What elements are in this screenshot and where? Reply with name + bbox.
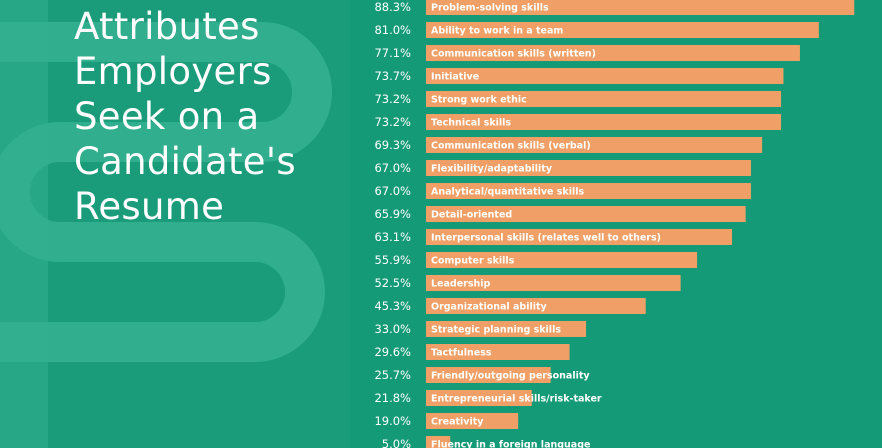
title-line: Resume — [74, 185, 225, 228]
value-label: 88.3% — [374, 0, 411, 14]
category-label: Flexibility/adaptability — [431, 164, 553, 175]
value-label: 21.8% — [374, 391, 411, 405]
category-label: Computer skills — [431, 256, 515, 267]
bar — [426, 68, 784, 84]
bar — [426, 0, 855, 15]
title-line: Candidate's — [74, 140, 296, 183]
category-label: Ability to work in a team — [431, 26, 563, 37]
category-label: Tactfulness — [431, 348, 492, 359]
category-label: Interpersonal skills (relates well to ot… — [431, 233, 661, 244]
bar — [426, 413, 519, 429]
bar — [426, 390, 532, 406]
value-label: 29.6% — [374, 345, 411, 359]
value-label: 67.0% — [374, 161, 411, 175]
bar — [426, 160, 751, 176]
bar — [426, 114, 782, 130]
title-line: Employers — [74, 50, 272, 93]
category-label: Initiative — [431, 72, 479, 83]
bar — [426, 137, 763, 153]
category-label: Creativity — [431, 417, 484, 428]
bar — [426, 436, 451, 448]
bar — [426, 252, 698, 268]
category-label: Detail-oriented — [431, 210, 512, 221]
category-label: Leadership — [431, 279, 491, 290]
value-label: 73.7% — [374, 69, 411, 83]
value-label: 52.5% — [374, 276, 411, 290]
value-label: 25.7% — [374, 368, 411, 382]
category-label: Communication skills (verbal) — [431, 141, 591, 152]
category-label: Communication skills (written) — [431, 49, 596, 60]
bar — [426, 275, 681, 291]
title-line: Attributes — [74, 5, 260, 48]
bar — [426, 91, 782, 107]
bar — [426, 298, 646, 314]
category-label: Friendly/outgoing personality — [431, 371, 590, 382]
category-label: Technical skills — [431, 118, 511, 129]
bar — [426, 22, 819, 38]
bar — [426, 229, 733, 245]
value-label: 81.0% — [374, 23, 411, 37]
category-label: Analytical/quantitative skills — [431, 187, 585, 198]
bar — [426, 183, 751, 199]
value-label: 67.0% — [374, 184, 411, 198]
category-label: Strategic planning skills — [431, 325, 561, 336]
value-label: 33.0% — [374, 322, 411, 336]
category-label: Strong work ethic — [431, 95, 527, 106]
bar — [426, 45, 800, 61]
value-label: 63.1% — [374, 230, 411, 244]
value-label: 69.3% — [374, 138, 411, 152]
value-label: 45.3% — [374, 299, 411, 313]
category-label: Entrepreneurial skills/risk-taker — [431, 394, 602, 405]
bar — [426, 206, 746, 222]
category-label: Organizational ability — [431, 302, 548, 313]
value-label: 73.2% — [374, 115, 411, 129]
value-label: 19.0% — [374, 414, 411, 428]
value-label: 55.9% — [374, 253, 411, 267]
value-label: 77.1% — [374, 46, 411, 60]
chart-title: Attributes Employers Seek on a Candidate… — [74, 4, 296, 229]
value-label: 65.9% — [374, 207, 411, 221]
bar — [426, 344, 570, 360]
title-line: Seek on a — [74, 95, 260, 138]
category-label: Fluency in a foreign language — [431, 440, 590, 448]
value-label: 73.2% — [374, 92, 411, 106]
bar — [426, 367, 551, 383]
value-label: 5.0% — [382, 437, 411, 448]
bar — [426, 321, 587, 337]
category-label: Problem-solving skills — [431, 3, 549, 14]
